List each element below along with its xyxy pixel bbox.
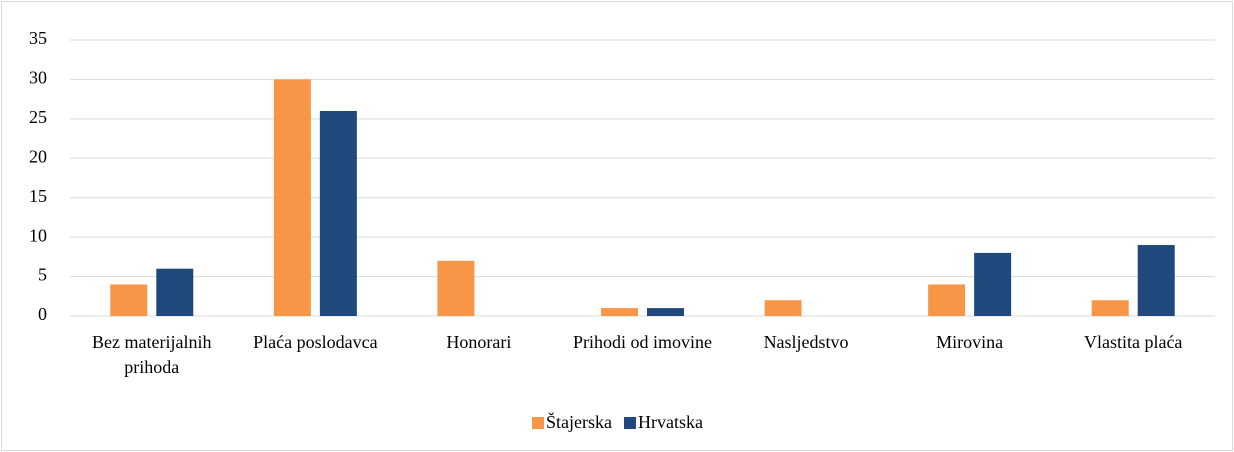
legend-swatch <box>532 417 544 429</box>
x-tick-label: Plaća poslodavca <box>253 332 378 352</box>
x-tick-label: Prihodi od imovine <box>573 332 712 352</box>
bar <box>273 79 311 316</box>
y-tick-label: 20 <box>29 146 47 166</box>
y-tick-label: 5 <box>38 265 47 285</box>
x-tick-label: Mirovina <box>936 332 1004 352</box>
legend-label: Hrvatska <box>638 412 703 432</box>
x-tick-label: Vlastita plaća <box>1083 332 1183 352</box>
bar <box>601 308 638 316</box>
bar <box>764 300 802 316</box>
y-tick-label: 30 <box>29 68 47 88</box>
x-tick-label: Nasljedstvo <box>763 332 849 352</box>
y-tick-label: 0 <box>38 304 47 324</box>
y-tick-label: 15 <box>29 186 47 206</box>
bar <box>437 260 475 316</box>
x-tick-label: Bez materijalnih prihoda <box>92 332 212 377</box>
bar <box>928 284 966 316</box>
legend-label: Štajerska <box>546 411 612 432</box>
y-tick-label: 35 <box>29 28 47 48</box>
bar <box>156 268 194 316</box>
x-tick-label: Honorari <box>446 332 512 352</box>
bar <box>319 110 357 316</box>
y-tick-label: 25 <box>29 107 47 127</box>
bar <box>647 308 684 316</box>
y-tick-label: 10 <box>29 225 47 245</box>
bar <box>1137 245 1175 316</box>
bar <box>1091 300 1129 316</box>
bar <box>974 252 1012 316</box>
bar <box>110 284 148 316</box>
legend-swatch <box>623 417 636 429</box>
